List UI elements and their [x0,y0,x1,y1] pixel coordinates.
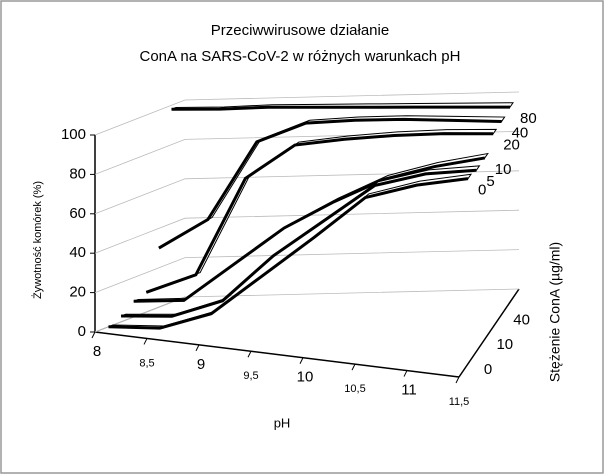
series-label: 80 [520,110,537,127]
series-label: 20 [503,137,520,154]
y-axis-label: Żywotność komórek (%) [31,181,44,299]
x-tick [143,338,148,345]
axis-line [94,331,460,378]
y-tick-label: 40 [69,244,86,261]
series-line [158,117,502,250]
y-tick-label: 20 [69,284,86,301]
y-tick-label: 60 [69,205,86,222]
axis-line [458,288,520,378]
grid-line [94,209,520,254]
z-tick-label: 40 [513,311,530,328]
series-line [108,177,469,330]
y-tick-label: 100 [61,126,86,143]
x-tick [91,331,96,339]
x-tick [299,357,304,364]
z-axis-label: Stężenie ConA (µg/ml) [547,242,563,382]
series-line [145,132,494,294]
x-tick [247,351,252,358]
series-line [121,168,477,318]
x-axis-label: pH [274,415,291,430]
grid-line [94,288,520,333]
x-tick-label: 8,5 [139,357,154,369]
series-line [133,156,486,303]
series-label: 5 [486,173,494,190]
y-tick-label: 80 [69,165,86,182]
series-label: 40 [512,124,529,141]
x-tick-label: 10 [297,369,314,386]
x-tick [351,363,356,371]
x-tick-label: 11 [401,382,417,399]
x-tick-label: 9 [197,356,205,373]
series-line [171,105,511,111]
chart-title: Przeciwwirusowe działanie [211,22,389,39]
series-label: 0 [478,182,486,199]
x-tick-label: 11,5 [449,396,470,408]
x-tick-label: 8 [93,343,101,360]
z-tick-label: 0 [484,361,492,378]
x-tick-label: 9,5 [243,370,258,382]
y-tick-label: 0 [78,323,86,340]
series-label: 10 [495,161,512,178]
grid-line [94,249,520,293]
x-tick [403,370,408,377]
z-tick-label: 10 [496,336,513,353]
x-tick [455,376,460,384]
x-tick [195,344,200,352]
grid-line [94,91,520,136]
chart-title: ConA na SARS-CoV-2 w różnych warunkach p… [140,48,461,65]
x-tick-label: 10,5 [344,383,365,395]
